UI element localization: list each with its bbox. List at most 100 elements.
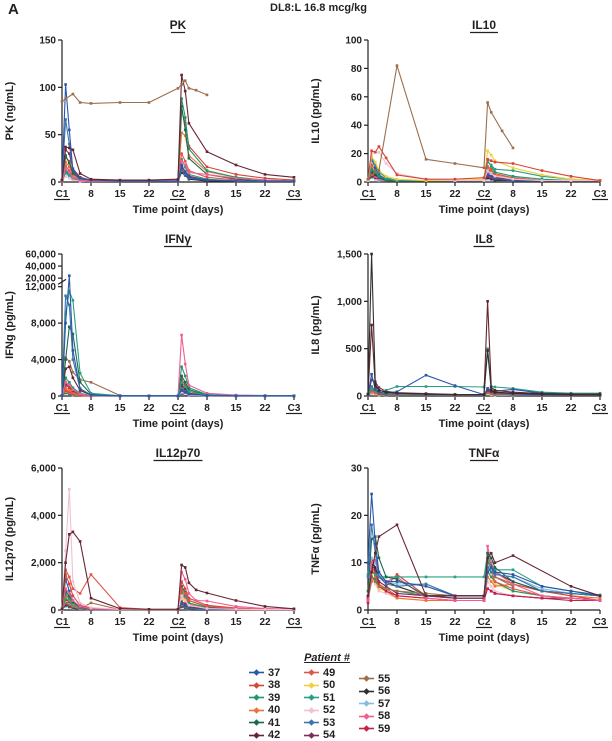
legend-label: 41 <box>268 716 281 729</box>
legend-label: 52 <box>323 704 336 716</box>
x-tick-label: C1 <box>362 189 375 200</box>
x-tick-label: 15 <box>536 617 548 628</box>
x-tick-label: 8 <box>510 617 516 628</box>
patient-53-line <box>367 524 601 597</box>
x-tick-label: C3 <box>288 617 301 628</box>
y-tick-label: 40 <box>351 121 363 132</box>
patient-37-line <box>61 83 294 182</box>
legend-marker <box>359 712 374 720</box>
patient-51-line <box>61 290 294 397</box>
x-axis-label: Time point (days) <box>133 204 224 216</box>
y-tick-label: 0 <box>356 606 362 617</box>
patient-56-line <box>367 253 600 396</box>
legend-label: 49 <box>323 666 336 679</box>
x-tick-label: 22 <box>449 189 461 200</box>
il8-panel-chart: IL8 0 500 1,000 1,500 C1 8 15 22 C2 8 15 22 C3 Time po… <box>310 232 608 430</box>
y-tick-label: 12,000 <box>25 282 56 293</box>
legend-item-53: 53 <box>303 716 336 729</box>
panel-title: IL12p70 <box>156 446 201 460</box>
x-tick-label: 15 <box>420 403 432 414</box>
y-tick-label: 50 <box>45 130 57 141</box>
patient-42-line <box>61 74 295 181</box>
x-tick-label: 8 <box>204 403 210 414</box>
x-tick-label: 15 <box>230 617 242 628</box>
legend-marker <box>304 706 319 714</box>
patient-52-line <box>61 488 294 611</box>
x-tick-label: 8 <box>204 189 210 200</box>
legend-label: 59 <box>378 722 391 735</box>
legend-marker <box>249 694 264 701</box>
x-tick-label: C1 <box>56 617 69 628</box>
y-axis-label: IFNg (pg/mL) <box>4 291 16 359</box>
patient-legend: Patient # 37 38 39 40 41 42 49 50 51 52 53 54 55 56 57… <box>0 648 612 741</box>
x-tick-label: 8 <box>394 617 400 628</box>
x-tick-label: C3 <box>594 189 607 200</box>
y-tick-label: 4,000 <box>31 355 56 366</box>
pk-panel: PK 0 50 100 150 C1 8 15 22 C2 8 15 22 C3 Time point (d… <box>0 16 306 228</box>
legend-item-51: 51 <box>303 691 336 704</box>
il10-panel-chart: IL10 0 20 40 60 80 100 C1 8 15 22 C2 8 15 22 C3 Time poi… <box>310 18 608 216</box>
il12p70-panel-chart: IL12p70 0 2,000 4,000 6,000 C1 8 15 22 C2 8 15 22 C3 T… <box>4 446 302 644</box>
x-tick-label: 22 <box>259 189 271 200</box>
legend-marker <box>359 675 374 682</box>
y-tick-label: 20,000 <box>25 274 56 285</box>
y-tick-label: 0 <box>50 606 56 617</box>
panel-title: PK <box>170 18 187 32</box>
x-tick-label: 8 <box>204 617 210 628</box>
legend-item-55: 55 <box>358 673 390 685</box>
y-axis-label: IL12p70 (pg/mL) <box>4 496 16 581</box>
tnfa-panel: TNFα 0 10 20 30 C1 8 15 22 C2 8 15 22 C3 Time point (d… <box>306 444 612 656</box>
y-tick-label: 6,000 <box>31 464 56 475</box>
legend-label: 58 <box>378 710 391 722</box>
y-axis-label: IL8 (pg/mL) <box>310 295 322 355</box>
legend-marker <box>304 719 319 726</box>
legend-item-42: 42 <box>248 729 280 741</box>
x-tick-label: 8 <box>88 189 94 200</box>
y-tick-label: 10 <box>351 558 363 569</box>
x-tick-label: 15 <box>420 189 432 200</box>
legend-item-57: 57 <box>358 698 390 710</box>
legend-marker <box>249 706 264 714</box>
ifng-panel: IFNγ 0 4,000 8,000 12,000 20,000 40,000 60,000 C… <box>0 230 306 442</box>
x-tick-label: 8 <box>88 617 94 628</box>
legend-item-56: 56 <box>358 685 390 697</box>
x-tick-label: 8 <box>510 403 516 414</box>
patient-37-line <box>367 373 601 396</box>
legend-marker <box>359 687 374 695</box>
y-tick-label: 100 <box>39 83 56 94</box>
pk-panel-chart: PK 0 50 100 150 C1 8 15 22 C2 8 15 22 C3 Time point (d… <box>4 18 302 216</box>
y-tick-label: 60 <box>351 92 363 103</box>
legend-label: 54 <box>323 729 336 741</box>
panel-title: IFNγ <box>165 232 191 246</box>
x-tick-label: C2 <box>172 403 185 414</box>
legend-title: Patient # <box>304 652 350 664</box>
y-tick-label: 4,000 <box>31 511 56 522</box>
panel-title: TNFα <box>469 446 500 460</box>
il8-panel: IL8 0 500 1,000 1,500 C1 8 15 22 C2 8 15 22 C3 Time po… <box>306 230 612 442</box>
legend-item-52: 52 <box>303 704 336 716</box>
y-tick-label: 0 <box>50 392 56 403</box>
patient-38-line <box>367 145 601 182</box>
legend-label: 39 <box>268 691 281 704</box>
x-tick-label: C1 <box>56 189 69 200</box>
y-tick-label: 2,000 <box>31 558 56 569</box>
x-tick-label: 22 <box>143 617 155 628</box>
y-tick-label: 60,000 <box>25 250 56 261</box>
x-tick-label: C2 <box>172 189 185 200</box>
legend-marker <box>304 694 319 701</box>
x-tick-label: 15 <box>230 189 242 200</box>
legend-label: 53 <box>323 716 336 729</box>
panel-title: IL10 <box>472 18 496 32</box>
x-axis-label: Time point (days) <box>439 418 530 430</box>
x-tick-label: 22 <box>143 403 155 414</box>
legend-label: 51 <box>323 691 336 704</box>
x-tick-label: C2 <box>478 403 491 414</box>
x-tick-label: 8 <box>88 403 94 414</box>
x-tick-label: 22 <box>259 403 271 414</box>
legend-marker <box>304 681 319 689</box>
x-tick-label: 22 <box>565 617 577 628</box>
legend-marker <box>304 731 319 739</box>
legend-item-37: 37 <box>248 667 280 679</box>
x-tick-label: 15 <box>114 403 126 414</box>
